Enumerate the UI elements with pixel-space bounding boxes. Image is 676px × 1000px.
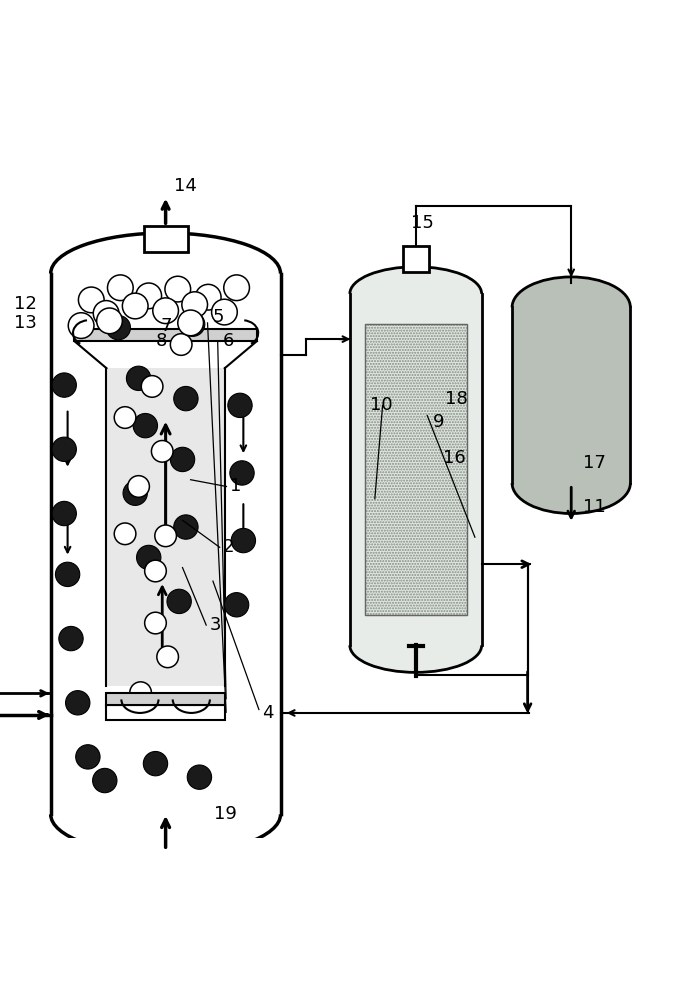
- Circle shape: [122, 293, 148, 319]
- Text: 17: 17: [583, 454, 606, 472]
- Circle shape: [106, 315, 130, 340]
- Circle shape: [59, 626, 83, 651]
- Circle shape: [174, 386, 198, 411]
- Circle shape: [167, 589, 191, 614]
- Text: 19: 19: [214, 805, 237, 823]
- Text: 10: 10: [370, 396, 393, 414]
- Bar: [143, 226, 187, 252]
- Circle shape: [170, 447, 195, 472]
- Circle shape: [228, 393, 252, 418]
- Circle shape: [52, 437, 76, 461]
- Circle shape: [224, 275, 249, 301]
- Circle shape: [178, 310, 203, 336]
- Text: 4: 4: [262, 704, 274, 722]
- Circle shape: [93, 768, 117, 793]
- Ellipse shape: [512, 277, 630, 338]
- Circle shape: [230, 461, 254, 485]
- Bar: [107, 693, 224, 705]
- Bar: [512, 307, 630, 483]
- Circle shape: [145, 612, 166, 634]
- Circle shape: [68, 313, 94, 338]
- Circle shape: [114, 407, 136, 428]
- Text: 13: 13: [14, 314, 37, 332]
- Circle shape: [187, 765, 212, 789]
- Bar: [51, 274, 281, 814]
- Text: 11: 11: [583, 498, 606, 516]
- Text: 5: 5: [213, 308, 224, 326]
- Circle shape: [55, 562, 80, 587]
- Circle shape: [141, 376, 163, 397]
- Bar: [74, 329, 257, 341]
- Circle shape: [137, 545, 161, 570]
- Bar: [365, 324, 466, 615]
- Circle shape: [97, 308, 122, 334]
- Text: 3: 3: [210, 616, 221, 634]
- Text: 12: 12: [14, 295, 37, 313]
- Circle shape: [52, 373, 76, 397]
- Bar: [403, 246, 429, 272]
- Text: 9: 9: [433, 413, 444, 431]
- Circle shape: [66, 691, 90, 715]
- Text: 6: 6: [223, 332, 235, 350]
- Text: 16: 16: [443, 449, 466, 467]
- Text: 7: 7: [161, 317, 172, 335]
- Circle shape: [136, 283, 162, 309]
- Circle shape: [93, 301, 119, 326]
- Circle shape: [195, 284, 221, 310]
- Circle shape: [174, 515, 198, 539]
- Circle shape: [165, 276, 191, 302]
- Circle shape: [212, 299, 237, 325]
- Circle shape: [133, 413, 158, 438]
- Circle shape: [231, 528, 256, 553]
- Ellipse shape: [51, 774, 281, 855]
- Circle shape: [170, 334, 192, 355]
- Circle shape: [76, 745, 100, 769]
- Circle shape: [126, 366, 151, 390]
- Circle shape: [78, 287, 104, 313]
- Circle shape: [224, 593, 249, 617]
- Circle shape: [157, 646, 178, 668]
- Circle shape: [114, 523, 136, 545]
- Text: 8: 8: [155, 332, 167, 350]
- Circle shape: [123, 481, 147, 505]
- Circle shape: [151, 441, 173, 462]
- Bar: [107, 705, 224, 720]
- Text: 15: 15: [411, 214, 434, 232]
- Ellipse shape: [350, 618, 481, 672]
- Ellipse shape: [512, 453, 630, 514]
- Text: 14: 14: [174, 177, 197, 195]
- Text: 1: 1: [230, 477, 241, 495]
- Circle shape: [143, 751, 168, 776]
- Text: 2: 2: [223, 538, 235, 556]
- Circle shape: [145, 560, 166, 582]
- Circle shape: [155, 525, 176, 547]
- Bar: [365, 324, 466, 615]
- Bar: [107, 368, 224, 686]
- Circle shape: [52, 501, 76, 526]
- Circle shape: [107, 275, 133, 301]
- Bar: [350, 294, 481, 645]
- Circle shape: [182, 292, 208, 317]
- Ellipse shape: [350, 267, 481, 321]
- Circle shape: [153, 298, 178, 324]
- Circle shape: [128, 476, 149, 497]
- Ellipse shape: [51, 233, 281, 314]
- Text: 18: 18: [445, 390, 468, 408]
- Circle shape: [180, 312, 205, 336]
- Circle shape: [130, 682, 151, 703]
